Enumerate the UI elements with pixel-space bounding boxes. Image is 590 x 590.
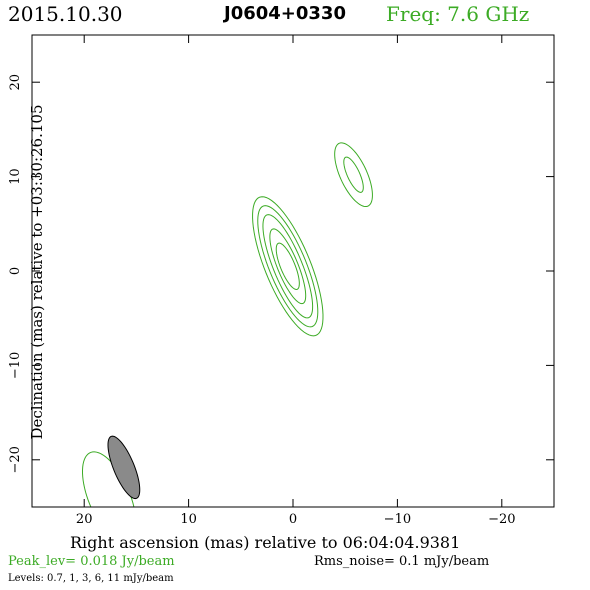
y-tick-label: 20 bbox=[8, 74, 23, 91]
contour-core bbox=[252, 196, 324, 337]
peak-level: Peak_lev= 0.018 Jy/beam bbox=[8, 554, 175, 569]
beam-layer bbox=[107, 435, 141, 500]
x-tick-label: 10 bbox=[180, 512, 197, 527]
x-tick-label: 20 bbox=[76, 512, 93, 527]
contour-levels: Levels: 0.7, 1, 3, 6, 11 mJy/beam bbox=[8, 573, 174, 584]
y-axis-label: Declination (mas) relative to +03:30:26.… bbox=[28, 104, 46, 439]
x-tick-label: −20 bbox=[488, 512, 515, 527]
rms-noise: Rms_noise= 0.1 mJy/beam bbox=[314, 554, 490, 569]
plot-frame bbox=[31, 34, 555, 508]
x-axis-label: Right ascension (mas) relative to 06:04:… bbox=[70, 533, 461, 552]
contour-core bbox=[269, 228, 307, 305]
contour-core bbox=[275, 242, 300, 290]
y-tick-label: 0 bbox=[8, 267, 23, 275]
contour-core bbox=[262, 214, 314, 319]
contour-jet-knot bbox=[343, 156, 364, 193]
contour-core bbox=[257, 205, 319, 328]
x-tick-label: 0 bbox=[289, 512, 297, 527]
frequency-label: Freq: 7.6 GHz bbox=[386, 2, 530, 26]
observation-date: 2015.10.30 bbox=[8, 2, 123, 26]
tick-layer: 20 10 0 −10 −20 20 10 0 −10 −20 bbox=[8, 35, 554, 527]
source-name: J0604+0330 bbox=[224, 3, 346, 24]
contour-jet-knot bbox=[334, 142, 373, 208]
x-tick-label: −10 bbox=[384, 512, 411, 527]
y-tick-label: −20 bbox=[8, 446, 23, 473]
contour-layer bbox=[82, 142, 373, 507]
y-tick-label: −10 bbox=[8, 352, 23, 379]
y-tick-label: 10 bbox=[8, 168, 23, 185]
beam-ellipse bbox=[107, 435, 141, 500]
